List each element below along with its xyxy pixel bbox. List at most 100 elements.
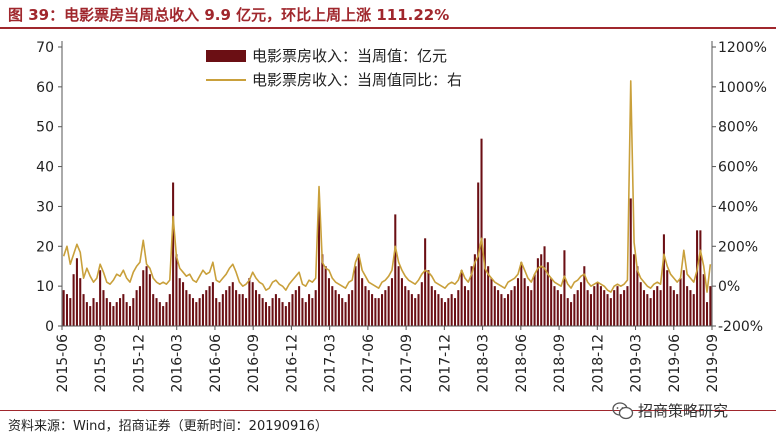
bar	[430, 286, 433, 326]
bar	[636, 266, 639, 326]
bar	[417, 294, 420, 326]
legend-bar-swatch	[206, 50, 246, 62]
bar	[583, 266, 586, 326]
bar	[533, 274, 536, 326]
bar	[278, 298, 281, 326]
bar	[560, 294, 563, 326]
bar	[75, 258, 78, 326]
bar	[613, 290, 616, 326]
x-tick-label: 2017-09	[399, 334, 415, 393]
bar	[566, 298, 569, 326]
bar	[672, 290, 675, 326]
bar	[231, 282, 234, 326]
bar	[125, 302, 128, 326]
bar	[397, 266, 400, 326]
x-tick-label: 2017-06	[361, 334, 377, 393]
bar	[172, 182, 175, 326]
bar	[251, 282, 254, 326]
bar	[128, 306, 132, 326]
bar	[191, 298, 195, 326]
bar	[652, 290, 655, 326]
bar	[168, 294, 171, 326]
x-tick-label: 2016-03	[170, 334, 186, 393]
left-ticks: 0 10 20 30 40 50 60 70	[36, 40, 62, 335]
bar	[142, 270, 145, 326]
bar	[659, 290, 662, 326]
bar	[261, 298, 264, 326]
bar	[457, 290, 460, 326]
bar	[487, 266, 490, 326]
bar	[579, 282, 583, 326]
bar	[109, 302, 112, 326]
bar	[507, 294, 510, 326]
left-tick-label: 20	[36, 239, 54, 255]
right-tick-label: 200%	[718, 239, 758, 255]
bar	[381, 294, 384, 326]
bar	[387, 286, 390, 326]
bar	[649, 298, 652, 326]
bar	[434, 290, 437, 326]
bar	[99, 270, 102, 326]
bar	[284, 306, 287, 326]
bar	[288, 302, 291, 326]
title-divider	[0, 27, 776, 29]
x-tick-label: 2015-09	[93, 334, 109, 393]
wechat-icon	[612, 401, 634, 419]
bar	[437, 294, 440, 326]
bar	[453, 298, 457, 326]
footer-divider	[0, 410, 776, 411]
bar	[327, 278, 330, 326]
bar	[384, 290, 387, 326]
bar	[357, 254, 360, 326]
bar	[291, 294, 294, 326]
bar	[444, 302, 447, 326]
bar	[407, 290, 410, 326]
bar	[596, 282, 599, 326]
bar	[148, 274, 151, 326]
bar	[586, 290, 589, 326]
right-tick-label: 400%	[718, 199, 758, 215]
bar	[623, 290, 626, 326]
bar	[679, 278, 682, 326]
bar	[132, 298, 135, 326]
bar	[706, 302, 709, 326]
bar	[215, 298, 218, 326]
legend-bar-label: 电影票房收入：当周值：亿元	[252, 47, 447, 65]
bar	[374, 298, 377, 326]
bar	[341, 298, 344, 326]
bar	[155, 298, 158, 326]
bar	[235, 290, 238, 326]
bar	[400, 278, 403, 326]
bar	[135, 290, 138, 326]
bars-layer	[62, 138, 712, 326]
bar	[599, 286, 602, 326]
bar	[258, 294, 261, 326]
bar	[165, 302, 168, 326]
legend-line-label: 电影票房收入：当周值同比：右	[252, 71, 462, 89]
bar	[629, 198, 632, 326]
bar	[347, 294, 350, 326]
x-tick-label: 2018-03	[476, 334, 492, 393]
right-tick-label: -200%	[718, 319, 763, 335]
bar	[606, 294, 609, 326]
bar	[304, 302, 307, 326]
bar	[115, 302, 118, 326]
bar	[686, 286, 689, 326]
bar	[294, 290, 297, 326]
bar	[89, 306, 92, 326]
bar	[520, 262, 523, 326]
bar	[447, 298, 450, 326]
bar	[241, 294, 244, 326]
bar	[576, 290, 579, 326]
bar	[311, 298, 314, 326]
bar	[699, 230, 702, 326]
bar	[676, 294, 679, 326]
bar	[95, 302, 98, 326]
bar	[540, 254, 543, 326]
bar	[626, 286, 629, 326]
bar	[175, 254, 178, 326]
bar	[513, 286, 516, 326]
bar	[696, 230, 699, 326]
bar	[377, 298, 380, 326]
